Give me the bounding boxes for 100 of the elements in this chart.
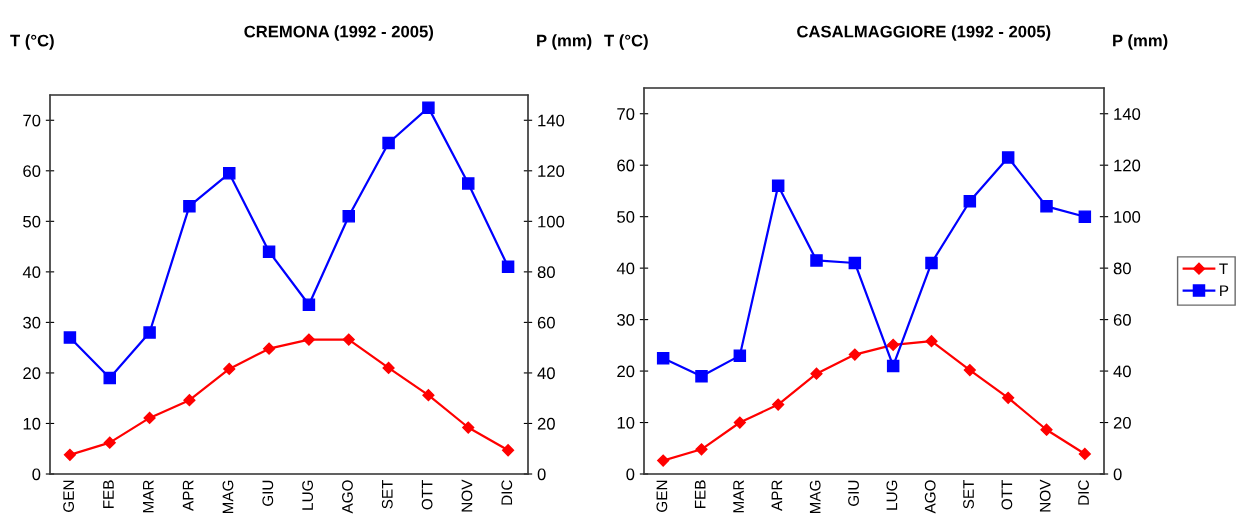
- x-tick-label: NOV: [1039, 479, 1051, 512]
- y2-tick-label: 80: [537, 266, 555, 279]
- point: [771, 179, 785, 193]
- y-tick-label: 30: [23, 316, 41, 329]
- y-axis-title: T (°C): [604, 34, 648, 50]
- y-tick-label: 50: [23, 215, 41, 228]
- point: [1078, 210, 1092, 223]
- point: [733, 349, 747, 362]
- point: [733, 416, 746, 429]
- x-tick-label: MAR: [143, 480, 154, 513]
- y2-tick-label: 80: [1113, 262, 1131, 275]
- y2-tick-label: 100: [538, 215, 565, 228]
- x-tick-label: DIC: [1078, 480, 1089, 505]
- y-tick-label: 70: [617, 108, 635, 120]
- x-tick-label: FEB: [103, 480, 114, 509]
- x-tick-label: AGO: [924, 480, 936, 514]
- point: [501, 444, 515, 457]
- x-tick-label: MAR: [733, 480, 744, 513]
- point: [810, 367, 823, 380]
- y-tick-label: 60: [23, 165, 41, 177]
- x-tick-label: GIU: [262, 480, 274, 506]
- point: [422, 389, 435, 402]
- y-tick-label: 60: [617, 159, 635, 172]
- point: [143, 411, 156, 425]
- point: [103, 436, 116, 449]
- y2-tick-label: 40: [537, 367, 555, 380]
- y-tick-label: 50: [617, 211, 635, 223]
- y-tick-label: 40: [616, 262, 635, 275]
- y2-tick-label: 0: [537, 468, 546, 481]
- y-tick-label: 20: [23, 367, 41, 380]
- point: [342, 210, 356, 223]
- point: [302, 298, 316, 311]
- point: [183, 394, 196, 407]
- y2-tick-label: 0: [1113, 468, 1122, 481]
- point: [963, 363, 976, 377]
- x-tick-label: OTT: [421, 479, 433, 510]
- point: [501, 260, 515, 274]
- point: [422, 101, 435, 114]
- point: [1040, 423, 1053, 436]
- x-tick-label: LUG: [302, 480, 314, 510]
- point: [461, 177, 475, 190]
- point: [772, 398, 785, 411]
- point: [103, 371, 117, 385]
- x-tick-label: DIC: [501, 480, 513, 505]
- point: [925, 256, 938, 270]
- point: [382, 361, 395, 374]
- y-tick-label: 30: [617, 314, 635, 326]
- point: [1040, 200, 1053, 213]
- legend-label: T: [1219, 263, 1228, 275]
- x-tick-label: LUG: [886, 480, 898, 510]
- chart-title: CREMONA (1992 - 2005): [244, 25, 434, 41]
- point: [222, 167, 236, 180]
- x-tick-label: MAG: [222, 480, 234, 514]
- y2-tick-label: 100: [1114, 211, 1141, 223]
- legend-label: P: [1220, 285, 1229, 296]
- x-tick-label: AGO: [342, 480, 353, 514]
- x-tick-label: FEB: [694, 480, 706, 509]
- y-tick-label: 70: [23, 114, 41, 127]
- point: [302, 333, 316, 346]
- x-tick-label: GIU: [848, 480, 859, 506]
- point: [183, 199, 196, 213]
- y2-tick-label: 20: [537, 417, 555, 430]
- x-tick-label: SET: [963, 479, 974, 509]
- point: [262, 245, 276, 258]
- x-tick-label: OTT: [1001, 479, 1013, 510]
- point: [1001, 151, 1015, 164]
- point: [382, 136, 395, 150]
- point: [656, 351, 670, 365]
- y-tick-label: 10: [617, 416, 635, 429]
- point: [223, 362, 236, 375]
- point: [143, 326, 156, 339]
- y2-tick-label: 60: [537, 316, 555, 329]
- y-tick-label: 40: [22, 266, 41, 279]
- point: [63, 331, 77, 344]
- y-tick-label: 10: [23, 417, 41, 430]
- y-tick-label: 0: [626, 468, 635, 481]
- point: [695, 369, 708, 383]
- point: [886, 359, 900, 373]
- y2-tick-label: 20: [1113, 416, 1131, 429]
- point: [462, 421, 475, 434]
- y2-tick-label: 40: [1113, 365, 1131, 378]
- point: [342, 333, 355, 346]
- chart-title: CASALMAGGIORE (1992 - 2005): [797, 25, 1051, 41]
- x-tick-label: SET: [381, 479, 393, 509]
- point: [887, 338, 900, 351]
- y2-axis-title: P (mm): [1113, 34, 1168, 50]
- x-tick-label: APR: [771, 480, 783, 511]
- x-tick-label: APR: [182, 480, 194, 511]
- point: [848, 256, 862, 270]
- point: [262, 342, 276, 355]
- point: [1078, 447, 1091, 461]
- point: [810, 254, 823, 267]
- y2-axis-title: P (mm): [537, 34, 592, 50]
- point: [657, 454, 670, 467]
- point: [963, 194, 977, 208]
- y2-tick-label: 140: [538, 114, 565, 127]
- point: [1002, 391, 1015, 404]
- y-tick-label: 20: [617, 365, 635, 378]
- point: [848, 348, 861, 361]
- y-tick-label: 0: [32, 468, 41, 481]
